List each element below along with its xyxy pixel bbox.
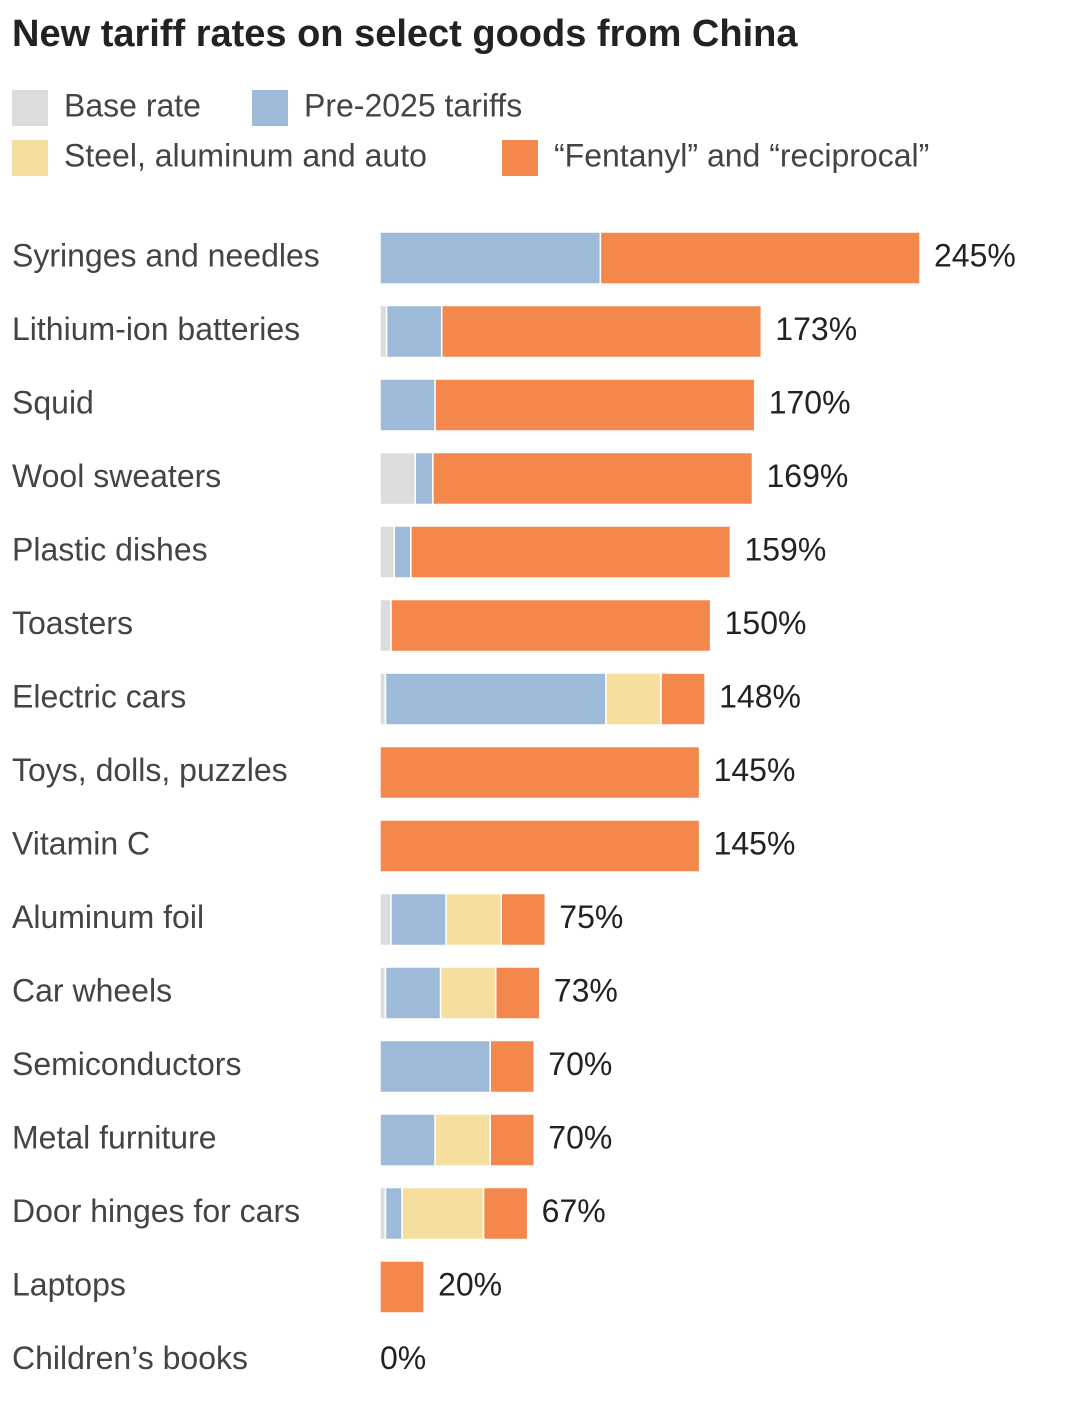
bar-segment bbox=[660, 672, 706, 726]
total-label: 148% bbox=[719, 678, 801, 714]
bar-segment bbox=[434, 378, 756, 432]
bar-segment bbox=[393, 525, 412, 579]
bar-segment bbox=[379, 745, 701, 800]
bar-segment bbox=[379, 525, 396, 579]
total-label: 70% bbox=[548, 1046, 612, 1082]
bar-segment bbox=[410, 525, 732, 579]
category-label: Metal furniture bbox=[12, 1119, 217, 1155]
category-label: Squid bbox=[12, 384, 94, 420]
bar-segment bbox=[379, 1186, 387, 1241]
bar-segment bbox=[494, 966, 541, 1020]
total-label: 145% bbox=[714, 752, 796, 788]
bar-segment bbox=[500, 892, 547, 947]
bar-segment bbox=[379, 231, 602, 285]
category-label: Plastic dishes bbox=[12, 531, 208, 567]
total-label: 0% bbox=[380, 1340, 426, 1376]
category-label: Lithium-ion batteries bbox=[12, 311, 300, 347]
total-label: 150% bbox=[725, 605, 807, 641]
legend-swatch bbox=[252, 90, 288, 126]
bar-segment bbox=[379, 598, 392, 653]
bar-segment bbox=[401, 1186, 485, 1241]
total-label: 75% bbox=[559, 899, 623, 935]
category-label: Semiconductors bbox=[12, 1046, 241, 1082]
bar-segment bbox=[379, 378, 436, 432]
category-label: Car wheels bbox=[12, 972, 172, 1008]
category-label: Laptops bbox=[12, 1266, 126, 1302]
total-label: 145% bbox=[714, 825, 796, 861]
bar-segment bbox=[379, 1260, 425, 1314]
total-label: 67% bbox=[542, 1193, 606, 1229]
total-label: 20% bbox=[438, 1266, 502, 1302]
bar-segment bbox=[379, 304, 388, 359]
category-label: Electric cars bbox=[12, 678, 186, 714]
bar-segment bbox=[379, 819, 701, 873]
legend-swatch bbox=[12, 90, 48, 126]
bar-segment bbox=[379, 672, 387, 726]
category-label: Door hinges for cars bbox=[12, 1193, 300, 1229]
bar-segment bbox=[379, 451, 417, 506]
legend-swatch bbox=[12, 140, 48, 176]
bar-segment bbox=[379, 966, 387, 1020]
legend-label: Pre-2025 tariffs bbox=[304, 87, 522, 123]
bar-segment bbox=[439, 966, 497, 1020]
bar-segment bbox=[414, 451, 434, 506]
bar-segment bbox=[432, 451, 754, 506]
category-label: Wool sweaters bbox=[12, 458, 221, 494]
bar-segment bbox=[384, 672, 607, 726]
bar-segment bbox=[440, 304, 763, 359]
category-label: Children’s books bbox=[12, 1340, 248, 1376]
bar-segment bbox=[384, 966, 442, 1020]
total-label: 169% bbox=[766, 458, 848, 494]
total-label: 245% bbox=[934, 237, 1016, 273]
category-label: Vitamin C bbox=[12, 825, 150, 861]
bar-segment bbox=[384, 1186, 403, 1241]
total-label: 159% bbox=[744, 531, 826, 567]
legend-label: Steel, aluminum and auto bbox=[64, 137, 427, 173]
bar-segment bbox=[434, 1113, 491, 1167]
bar-segment bbox=[482, 1186, 529, 1241]
legend-label: “Fentanyl” and “reciprocal” bbox=[554, 137, 929, 173]
bar-segment bbox=[390, 598, 712, 653]
bar-segment bbox=[489, 1113, 536, 1167]
bar-segment bbox=[599, 231, 921, 285]
total-label: 73% bbox=[554, 972, 618, 1008]
bar-segment bbox=[379, 892, 392, 947]
bar-segment bbox=[385, 304, 443, 359]
bar-segment bbox=[379, 1113, 436, 1167]
category-label: Toys, dolls, puzzles bbox=[12, 752, 288, 788]
legend-label: Base rate bbox=[64, 87, 201, 123]
total-label: 70% bbox=[548, 1119, 612, 1155]
bar-segment bbox=[489, 1039, 536, 1094]
bar-segment bbox=[605, 672, 662, 726]
bar-segment bbox=[390, 892, 447, 947]
category-label: Toasters bbox=[12, 605, 133, 641]
legend-swatch bbox=[502, 140, 538, 176]
category-label: Syringes and needles bbox=[12, 237, 320, 273]
chart-title: New tariff rates on select goods from Ch… bbox=[12, 13, 798, 55]
bar-segment bbox=[445, 892, 502, 947]
bar-segment bbox=[379, 1039, 491, 1094]
total-label: 173% bbox=[775, 311, 857, 347]
category-label: Aluminum foil bbox=[12, 899, 204, 935]
total-label: 170% bbox=[769, 384, 851, 420]
